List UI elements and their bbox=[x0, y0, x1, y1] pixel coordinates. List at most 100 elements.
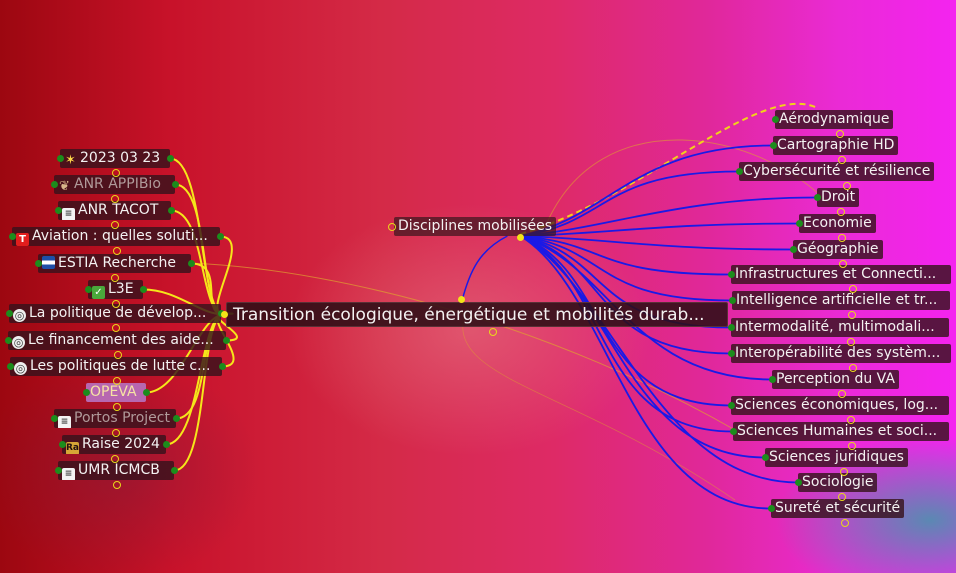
source-port-bottom[interactable] bbox=[111, 220, 119, 229]
discipline-thought-sciences-juridiques[interactable]: Sciences juridiques bbox=[765, 448, 908, 467]
discipline-port-bottom[interactable] bbox=[847, 337, 856, 346]
discipline-thought-perception-va[interactable]: Perception du VA bbox=[772, 370, 899, 389]
discipline-port-left[interactable] bbox=[735, 168, 743, 175]
discipline-thought-aerodynamique[interactable]: Aérodynamique bbox=[775, 110, 894, 129]
source-port-left[interactable] bbox=[34, 260, 42, 267]
discipline-thought-intermodalite[interactable]: Intermodalité, multimodali... bbox=[731, 318, 949, 337]
source-port-right[interactable] bbox=[167, 207, 175, 214]
source-thought-opeva[interactable]: OPEVA bbox=[86, 383, 146, 402]
source-thought-raise-2024[interactable]: Ra Raise 2024 bbox=[62, 435, 166, 454]
source-port-right[interactable] bbox=[139, 286, 147, 293]
central-port-left[interactable] bbox=[220, 311, 228, 318]
discipline-port-left[interactable] bbox=[727, 402, 735, 409]
source-port-left[interactable] bbox=[82, 389, 90, 396]
central-thought[interactable]: Transition écologique, énergétique et mo… bbox=[226, 302, 728, 327]
discipline-port-left[interactable] bbox=[795, 220, 803, 227]
source-port-left[interactable] bbox=[56, 155, 64, 162]
discipline-port-bottom[interactable] bbox=[838, 155, 847, 164]
source-thought-portos-project[interactable]: ≡ Portos Project bbox=[54, 409, 176, 428]
discipline-thought-interoperabilite[interactable]: Interopérabilité des systèm... bbox=[731, 344, 951, 363]
source-port-left[interactable] bbox=[50, 181, 58, 188]
source-port-right[interactable] bbox=[218, 363, 226, 370]
discipline-port-bottom[interactable] bbox=[847, 415, 856, 424]
discipline-port-left[interactable] bbox=[728, 297, 736, 304]
discipline-thought-sociologie[interactable]: Sociologie bbox=[798, 473, 878, 492]
source-port-bottom[interactable] bbox=[110, 454, 119, 463]
source-port-bottom[interactable] bbox=[111, 194, 119, 203]
source-thought-2023-03-23[interactable]: ✶ 2023 03 23 bbox=[60, 149, 170, 168]
hub-port-bottom[interactable] bbox=[516, 233, 524, 241]
source-port-right[interactable] bbox=[187, 260, 195, 267]
discipline-thought-cybersecurite[interactable]: Cybersécurité et résilience bbox=[739, 162, 935, 181]
discipline-port-left[interactable] bbox=[727, 271, 735, 278]
discipline-thought-cartographie[interactable]: Cartographie HD bbox=[773, 136, 899, 155]
discipline-port-bottom[interactable] bbox=[837, 492, 846, 501]
discipline-port-left[interactable] bbox=[767, 505, 775, 512]
discipline-port-left[interactable] bbox=[768, 376, 776, 383]
source-port-bottom[interactable] bbox=[113, 350, 122, 359]
hub-port-left[interactable] bbox=[387, 223, 396, 231]
source-port-right[interactable] bbox=[222, 337, 230, 344]
discipline-thought-droit[interactable]: Droit bbox=[817, 188, 860, 207]
discipline-port-bottom[interactable] bbox=[840, 518, 849, 527]
discipline-port-bottom[interactable] bbox=[837, 233, 846, 242]
discipline-port-bottom[interactable] bbox=[836, 129, 845, 138]
source-port-left[interactable] bbox=[58, 441, 66, 448]
source-port-bottom[interactable] bbox=[112, 299, 120, 308]
discipline-port-bottom[interactable] bbox=[848, 284, 857, 293]
central-port-top[interactable] bbox=[458, 295, 466, 303]
discipline-thought-surete-securite[interactable]: Sureté et sécurité bbox=[771, 499, 905, 518]
source-port-right[interactable] bbox=[166, 155, 174, 162]
source-thought-anr-tacot[interactable]: ≡ ANR TACOT bbox=[58, 201, 171, 220]
discipline-port-bottom[interactable] bbox=[839, 259, 847, 268]
source-port-right[interactable] bbox=[170, 467, 178, 474]
source-thought-estia-recherche[interactable]: ESTIA Recherche bbox=[38, 254, 191, 273]
source-port-bottom[interactable] bbox=[112, 246, 121, 255]
disciplines-hub-thought[interactable]: Disciplines mobilisées bbox=[394, 217, 557, 236]
discipline-thought-sciences-economiques[interactable]: Sciences économiques, log... bbox=[731, 396, 949, 415]
source-port-left[interactable] bbox=[54, 467, 62, 474]
source-thought-financement-aides[interactable]: ◎ Le financement des aide... bbox=[8, 331, 226, 350]
source-port-bottom[interactable] bbox=[111, 323, 120, 332]
discipline-port-left[interactable] bbox=[769, 142, 777, 149]
source-port-right[interactable] bbox=[172, 415, 180, 422]
discipline-port-bottom[interactable] bbox=[836, 207, 845, 216]
source-port-right[interactable] bbox=[162, 441, 170, 448]
discipline-thought-sciences-humaines[interactable]: Sciences Humaines et soci... bbox=[733, 422, 949, 441]
discipline-port-left[interactable] bbox=[761, 454, 769, 461]
discipline-thought-intelligence-artificielle[interactable]: Intelligence artificielle et tr... bbox=[732, 291, 950, 310]
discipline-thought-economie[interactable]: Economie bbox=[799, 214, 876, 233]
discipline-port-left[interactable] bbox=[794, 479, 802, 486]
source-port-bottom[interactable] bbox=[112, 376, 121, 385]
discipline-port-left[interactable] bbox=[727, 350, 735, 357]
source-port-left[interactable] bbox=[84, 286, 92, 293]
source-port-bottom[interactable] bbox=[112, 480, 121, 489]
discipline-port-left[interactable] bbox=[789, 246, 797, 253]
source-port-left[interactable] bbox=[4, 337, 12, 344]
source-port-left[interactable] bbox=[8, 233, 16, 240]
source-port-left[interactable] bbox=[50, 415, 58, 422]
source-port-right[interactable] bbox=[216, 233, 224, 240]
source-thought-anr-appibio[interactable]: ❦ ANR APPIBio bbox=[54, 175, 175, 194]
source-thought-politique-developpement[interactable]: ◎ La politique de dévelop... bbox=[9, 304, 221, 323]
source-port-bottom[interactable] bbox=[111, 428, 120, 437]
source-port-bottom[interactable] bbox=[112, 402, 121, 411]
discipline-port-bottom[interactable] bbox=[848, 310, 857, 319]
discipline-port-bottom[interactable] bbox=[840, 467, 849, 476]
source-port-bottom[interactable] bbox=[111, 168, 120, 177]
discipline-thought-infrastructures[interactable]: Infrastructures et Connecti... bbox=[731, 265, 951, 284]
discipline-port-bottom[interactable] bbox=[848, 363, 857, 372]
discipline-port-left[interactable] bbox=[729, 428, 737, 435]
source-port-bottom[interactable] bbox=[111, 273, 119, 282]
discipline-port-bottom[interactable] bbox=[842, 181, 851, 190]
source-thought-aviation[interactable]: T Aviation : quelles soluti... bbox=[12, 227, 220, 246]
source-thought-umr-icmcb[interactable]: ≡ UMR ICMCB bbox=[58, 461, 174, 480]
discipline-port-left[interactable] bbox=[813, 194, 821, 201]
discipline-port-bottom[interactable] bbox=[848, 441, 857, 450]
discipline-port-bottom[interactable] bbox=[838, 389, 847, 398]
source-port-left[interactable] bbox=[6, 363, 14, 370]
discipline-port-left[interactable] bbox=[771, 116, 779, 123]
discipline-port-left[interactable] bbox=[727, 324, 735, 331]
source-port-left[interactable] bbox=[5, 310, 13, 317]
source-thought-politiques-lutte[interactable]: ◎ Les politiques de lutte c... bbox=[10, 357, 222, 376]
